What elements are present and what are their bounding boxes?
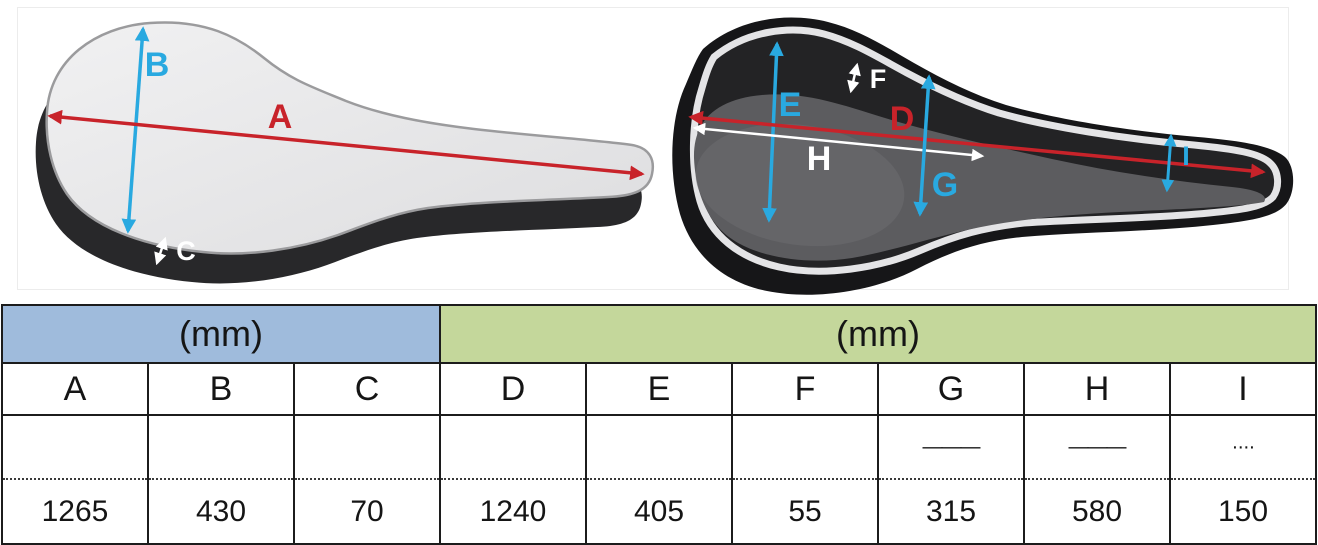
column-header-i: I: [1169, 362, 1317, 416]
column-header-e: E: [585, 362, 733, 416]
interior-unit-header: (mm): [439, 304, 1317, 364]
exterior-unit-header: (mm): [1, 304, 441, 364]
blank-cell: [293, 414, 441, 480]
dim-label-b: B: [145, 46, 170, 84]
value-f: 55: [731, 479, 879, 545]
dim-arrow-i: [1161, 133, 1177, 193]
dim-label-g: G: [932, 166, 958, 204]
column-header-a: A: [1, 362, 149, 416]
column-header-d: D: [439, 362, 587, 416]
product-photo-frame: [17, 7, 1289, 290]
value-c: 70: [293, 479, 441, 545]
dim-arrow-c: [154, 236, 168, 266]
blank-cell: [147, 414, 295, 480]
column-header-f: F: [731, 362, 879, 416]
value-g: 315: [877, 479, 1025, 545]
guitar-case-dimension-diagram: A B C E F D H G I: [35, 17, 1294, 295]
dim-label-d: D: [890, 100, 915, 138]
dim-label-i: I: [1182, 141, 1190, 171]
column-header-h: H: [1023, 362, 1171, 416]
dim-label-h: H: [807, 140, 832, 178]
blank-cell: [585, 414, 733, 480]
value-i: 150: [1169, 479, 1317, 545]
value-e: 405: [585, 479, 733, 545]
dim-label-f: F: [870, 64, 887, 94]
unit-header-row: (mm) (mm): [1, 304, 1317, 364]
value-b: 430: [147, 479, 295, 545]
column-header-g: G: [877, 362, 1025, 416]
exterior-case-illustration: A B C: [35, 21, 654, 284]
blank-cell: [439, 414, 587, 480]
blank-cell: [731, 414, 879, 480]
dim-arrow-a: [47, 109, 645, 181]
dim-label-e: E: [779, 86, 802, 124]
value-h: 580: [1023, 479, 1171, 545]
interior-case-illustration: E F D H G I: [672, 17, 1294, 295]
value-d: 1240: [439, 479, 587, 545]
dim-arrow-g: [913, 74, 936, 217]
blank-cell: ····: [1169, 414, 1317, 480]
dim-arrow-f: [847, 62, 861, 94]
dim-label-c: C: [176, 236, 196, 266]
value-row: 1265 430 70 1240 405 55 315 580 150: [1, 479, 1317, 545]
blank-row: ——— ——— ····: [1, 414, 1317, 480]
dimension-table: (mm) (mm) A B C D E F G H I ——— ——— ····…: [1, 304, 1317, 545]
column-header-c: C: [293, 362, 441, 416]
column-header-b: B: [147, 362, 295, 416]
blank-cell: [1, 414, 149, 480]
blank-cell: ———: [877, 414, 1025, 480]
dim-label-a: A: [268, 98, 293, 136]
value-a: 1265: [1, 479, 149, 545]
blank-cell: ———: [1023, 414, 1171, 480]
column-letter-row: A B C D E F G H I: [1, 362, 1317, 416]
